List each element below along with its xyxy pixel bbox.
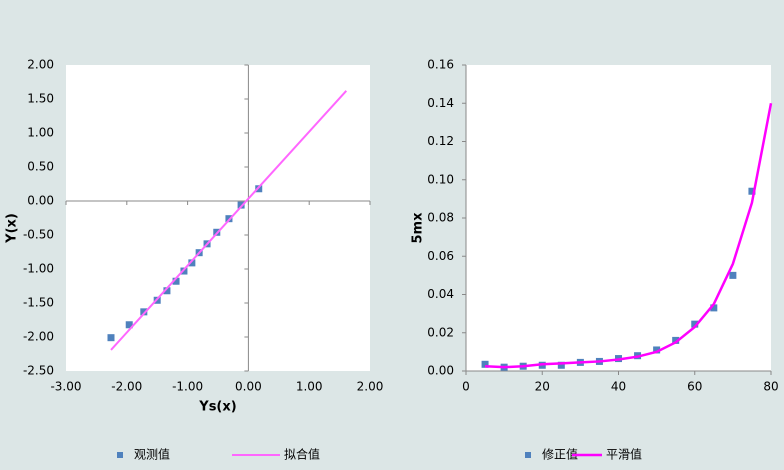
line bbox=[110, 90, 348, 351]
y-tick-label: 0.12 bbox=[427, 134, 454, 148]
x-tick-label: 20 bbox=[535, 380, 550, 394]
y-axis-title: Y(x) bbox=[5, 213, 20, 244]
marker bbox=[188, 259, 196, 267]
legend-label: 修正值 bbox=[542, 447, 578, 462]
y-tick-label: 2.00 bbox=[27, 58, 54, 72]
legend-label: 拟合值 bbox=[284, 447, 320, 462]
x-tick-label: 0.00 bbox=[235, 380, 262, 394]
x-axis-title: Ys(x) bbox=[198, 400, 236, 415]
legend-marker bbox=[117, 452, 123, 458]
marker bbox=[557, 361, 565, 369]
legend-label: 平滑值 bbox=[606, 447, 642, 462]
y-tick-label: 1.00 bbox=[27, 126, 54, 140]
y-tick-label: 0.04 bbox=[427, 287, 454, 301]
x-tick-label: -2.00 bbox=[111, 380, 142, 394]
y-tick-label: 0.08 bbox=[427, 211, 454, 225]
y-tick-label: -1.00 bbox=[23, 262, 54, 276]
y-tick-label: -2.00 bbox=[23, 330, 54, 344]
x-tick-label: -3.00 bbox=[50, 380, 81, 394]
legend-label: 观测值 bbox=[134, 447, 170, 462]
y-tick-label: 0.10 bbox=[427, 172, 454, 186]
marker bbox=[140, 308, 148, 316]
x-tick-label: 2.00 bbox=[357, 380, 384, 394]
line bbox=[484, 103, 773, 369]
marker bbox=[729, 271, 737, 279]
marker bbox=[163, 287, 171, 295]
marker bbox=[172, 277, 180, 285]
marker bbox=[748, 187, 756, 195]
y-tick-label: 1.50 bbox=[27, 92, 54, 106]
marker bbox=[710, 304, 718, 312]
marker bbox=[691, 320, 699, 328]
x-tick-label: 80 bbox=[763, 380, 778, 394]
y-tick-label: 0.14 bbox=[427, 96, 454, 110]
marker bbox=[107, 334, 115, 342]
marker bbox=[672, 336, 680, 344]
y-tick-label: 0.00 bbox=[427, 364, 454, 378]
x-tick-label: 40 bbox=[611, 380, 626, 394]
plot-area bbox=[466, 65, 771, 371]
x-tick-label: 60 bbox=[687, 380, 702, 394]
y-axis-title: 5mx bbox=[411, 212, 426, 244]
y-tick-label: 0.00 bbox=[27, 194, 54, 208]
y-tick-label: -1.50 bbox=[23, 296, 54, 310]
x-tick-label: 1.00 bbox=[296, 380, 323, 394]
marker bbox=[255, 185, 263, 193]
y-tick-label: 0.06 bbox=[427, 249, 454, 263]
marker bbox=[237, 201, 245, 209]
x-tick-label: -1.00 bbox=[172, 380, 203, 394]
marker bbox=[481, 360, 489, 368]
y-tick-label: 0.50 bbox=[27, 160, 54, 174]
y-tick-label: 0.16 bbox=[427, 58, 454, 72]
y-tick-label: -0.50 bbox=[23, 228, 54, 242]
y-tick-label: 0.02 bbox=[427, 325, 454, 339]
plot-area bbox=[66, 65, 370, 371]
y-tick-label: -2.50 bbox=[23, 364, 54, 378]
x-tick-label: 0 bbox=[462, 380, 470, 394]
marker bbox=[125, 321, 133, 329]
legend-marker bbox=[525, 452, 531, 458]
marker bbox=[653, 346, 661, 354]
